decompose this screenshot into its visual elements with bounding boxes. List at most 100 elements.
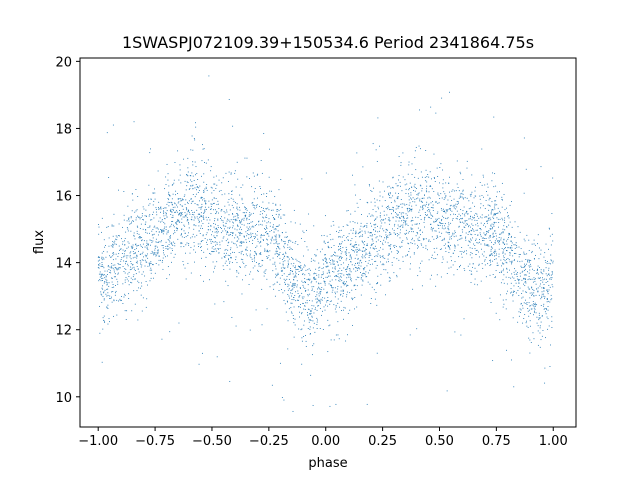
data-point <box>295 276 297 278</box>
data-point <box>380 236 382 238</box>
data-point <box>549 366 551 367</box>
data-point <box>202 223 204 225</box>
data-point <box>177 193 179 194</box>
data-point <box>195 126 197 128</box>
data-point <box>369 247 371 249</box>
data-point <box>488 237 490 239</box>
data-point <box>511 276 513 278</box>
data-point <box>511 273 513 275</box>
data-point <box>214 209 216 211</box>
data-point <box>128 218 129 220</box>
data-point <box>538 314 540 316</box>
data-point <box>432 228 433 230</box>
data-point <box>505 276 507 278</box>
data-point <box>312 320 314 322</box>
data-point <box>201 352 203 354</box>
data-point <box>337 302 339 304</box>
data-point <box>236 240 238 242</box>
data-point <box>168 193 169 195</box>
data-point <box>174 242 176 244</box>
data-point <box>101 262 103 263</box>
data-point <box>346 266 348 268</box>
data-point <box>419 230 421 232</box>
data-point <box>328 275 330 277</box>
data-point <box>246 176 248 178</box>
data-point <box>345 246 347 248</box>
data-point <box>287 244 289 246</box>
data-point <box>247 228 249 230</box>
data-point <box>287 262 289 264</box>
data-point <box>150 244 151 246</box>
data-point <box>396 205 398 207</box>
data-point <box>489 234 491 236</box>
data-point <box>447 228 449 230</box>
data-point <box>385 231 387 233</box>
data-point <box>225 254 227 256</box>
data-point <box>186 242 188 244</box>
data-point <box>503 303 505 305</box>
data-point <box>134 252 136 254</box>
data-point <box>229 227 230 229</box>
data-point <box>454 245 456 247</box>
data-point <box>339 267 341 269</box>
data-point <box>113 225 115 227</box>
data-point <box>492 172 493 174</box>
data-point <box>453 190 455 192</box>
data-point <box>392 195 394 197</box>
data-point <box>316 294 318 296</box>
data-point <box>112 252 114 253</box>
data-point <box>282 292 284 294</box>
data-point <box>479 195 481 197</box>
data-point <box>347 274 348 276</box>
data-point <box>292 265 294 267</box>
data-point <box>163 228 165 230</box>
data-point <box>433 238 435 240</box>
data-point <box>244 206 246 208</box>
data-point <box>445 217 447 219</box>
data-point <box>140 217 142 219</box>
data-point <box>231 232 233 234</box>
data-point <box>232 213 233 214</box>
data-point <box>246 219 248 221</box>
data-point <box>133 266 135 268</box>
data-point <box>346 254 347 256</box>
data-point <box>195 174 196 176</box>
data-point <box>376 265 378 266</box>
data-point <box>423 217 425 219</box>
data-point <box>338 245 339 247</box>
data-point <box>459 221 461 223</box>
data-point <box>488 245 490 247</box>
data-point <box>178 198 180 200</box>
data-point <box>186 208 188 210</box>
data-point <box>155 263 157 264</box>
data-point <box>136 209 138 211</box>
data-point <box>504 222 506 224</box>
data-point <box>196 234 198 236</box>
data-point <box>101 273 103 275</box>
data-point <box>104 281 105 283</box>
data-point <box>240 253 242 255</box>
data-point <box>166 163 168 165</box>
data-point <box>327 276 328 278</box>
data-point <box>544 382 546 384</box>
data-point <box>356 251 358 252</box>
data-point <box>224 228 225 230</box>
data-point <box>243 236 245 238</box>
data-point <box>420 229 422 231</box>
data-point <box>548 284 550 286</box>
data-point <box>246 246 248 248</box>
data-point <box>510 236 512 238</box>
data-point <box>464 250 465 252</box>
data-point <box>237 178 239 180</box>
data-point <box>143 208 145 210</box>
data-point <box>136 245 138 247</box>
data-point <box>105 245 106 246</box>
data-point <box>463 251 465 253</box>
data-point <box>215 187 217 189</box>
data-point <box>520 302 522 304</box>
data-point <box>465 237 466 239</box>
data-point <box>285 251 287 253</box>
data-point <box>301 269 303 271</box>
data-point <box>358 264 360 266</box>
data-point <box>493 224 495 226</box>
